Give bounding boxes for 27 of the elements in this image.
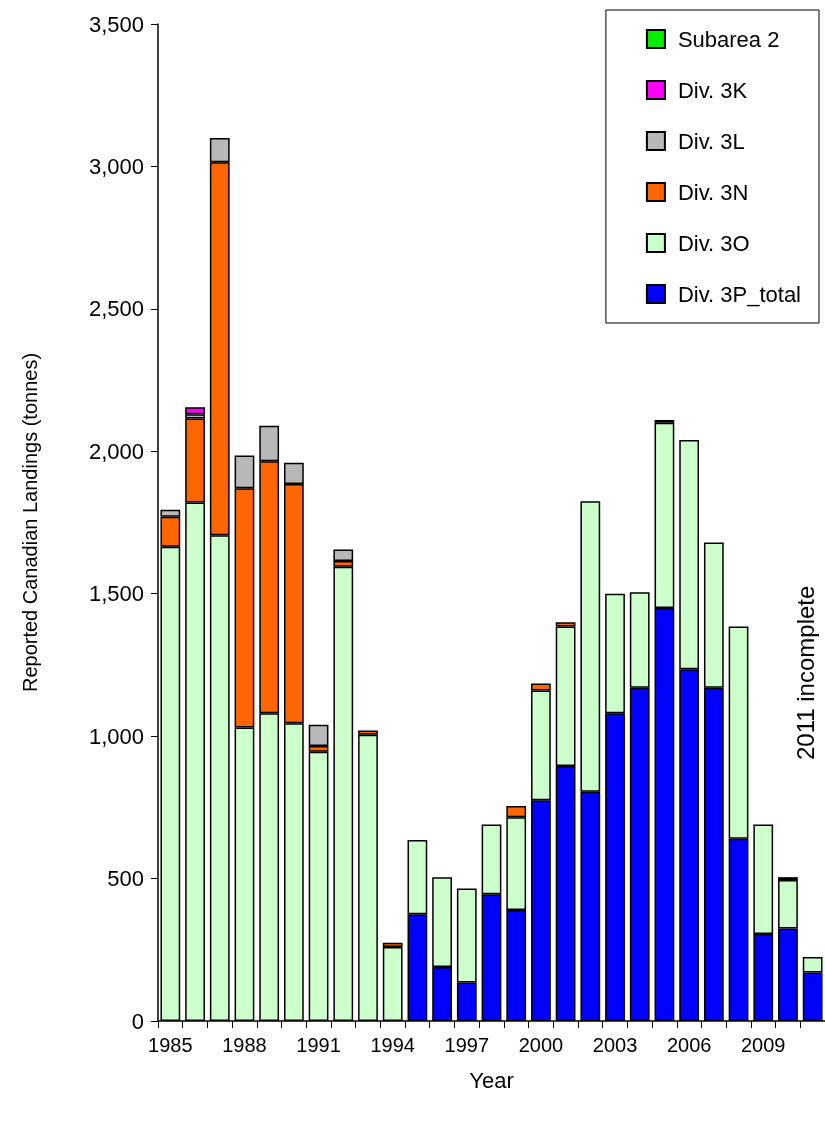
y-tick-label: 1,500 — [88, 581, 144, 607]
x-tick-label: 1985 — [148, 1034, 193, 1056]
x-tick-label: 1997 — [444, 1034, 490, 1056]
x-tick-label: 1994 — [370, 1034, 415, 1056]
bar — [185, 407, 205, 415]
legend-label: Div. 3L — [677, 128, 745, 154]
y-tick-label: 500 — [107, 866, 144, 892]
x-tick-label: 1988 — [222, 1034, 267, 1056]
legend-label: Subarea 2 — [677, 26, 780, 52]
y-tick-label: 0 — [131, 1008, 144, 1034]
legend-label: Div. 3K — [677, 77, 748, 103]
x-tick-label: 2006 — [666, 1034, 712, 1056]
legend-label: Div. 3O — [677, 230, 750, 256]
y-tick-label: 3,500 — [88, 11, 144, 37]
legend-label: Div. 3P_total — [677, 281, 802, 307]
annotation: 2011 incomplete — [791, 585, 819, 760]
y-axis-title: Reported Canadian Landings (tonnes) — [19, 352, 41, 693]
y-tick-label: 1,000 — [88, 723, 144, 749]
y-tick-label: 3,000 — [88, 153, 144, 179]
x-axis-title: Year — [469, 1067, 514, 1093]
y-tick-label: 2,000 — [88, 438, 144, 464]
legend-label: Div. 3N — [677, 179, 749, 205]
y-tick-label: 2,500 — [88, 296, 144, 322]
x-tick-label: 1991 — [296, 1034, 341, 1056]
x-tick-label: 2009 — [740, 1034, 786, 1056]
x-tick-label: 2000 — [518, 1034, 564, 1056]
x-tick-label: 2003 — [592, 1034, 638, 1056]
